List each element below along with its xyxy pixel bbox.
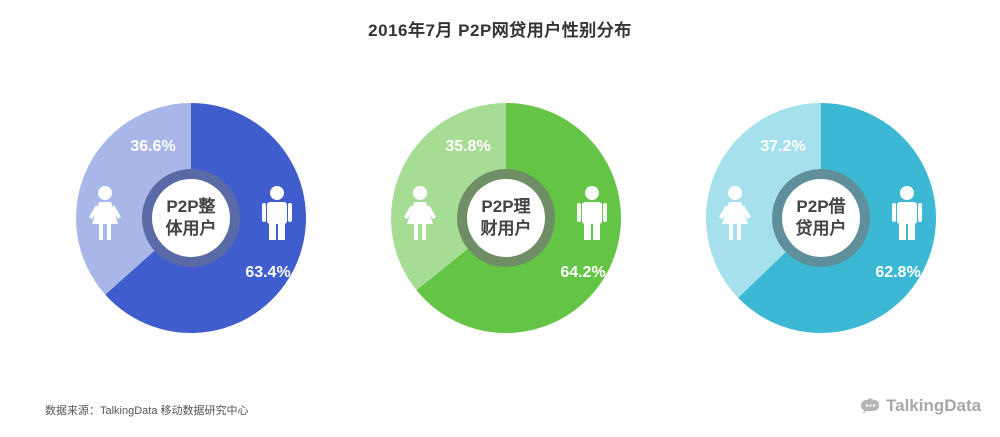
female-person-icon: [719, 186, 751, 240]
center-label: 贷用户: [796, 218, 847, 238]
center-label: P2P整: [166, 196, 215, 216]
data-label-female: 37.2%: [760, 138, 805, 155]
male-person-icon: [262, 186, 292, 240]
slice-female: [76, 103, 191, 295]
slice-female: [391, 103, 506, 291]
talkingdata-logo: TalkingData: [858, 396, 981, 416]
male-person-icon: [577, 186, 607, 240]
center-hole: [467, 179, 545, 257]
slice-female: [705, 103, 821, 298]
center-hole: [782, 179, 860, 257]
center-label: P2P借: [796, 196, 845, 216]
center-label: P2P理: [481, 197, 530, 216]
source-note: 数据来源：TalkingData 移动数据研究中心: [45, 405, 249, 417]
chart-title: 2016年7月 P2P网贷用户性别分布: [368, 21, 632, 40]
female-person-icon: [404, 186, 436, 240]
data-label-female: 35.8%: [445, 138, 490, 155]
center-hole: [152, 179, 230, 257]
data-label-male: 64.2%: [560, 264, 605, 281]
logo-text: TalkingData: [886, 396, 982, 415]
talkingdata-logo-icon: [861, 398, 879, 414]
center-label: 财用户: [480, 218, 532, 238]
male-person-icon: [892, 186, 922, 240]
data-label-male: 63.4%: [245, 264, 290, 281]
data-label-female: 36.6%: [130, 138, 175, 155]
data-label-male: 62.8%: [875, 264, 920, 281]
female-person-icon: [89, 186, 121, 240]
center-label: 体用户: [166, 218, 217, 238]
